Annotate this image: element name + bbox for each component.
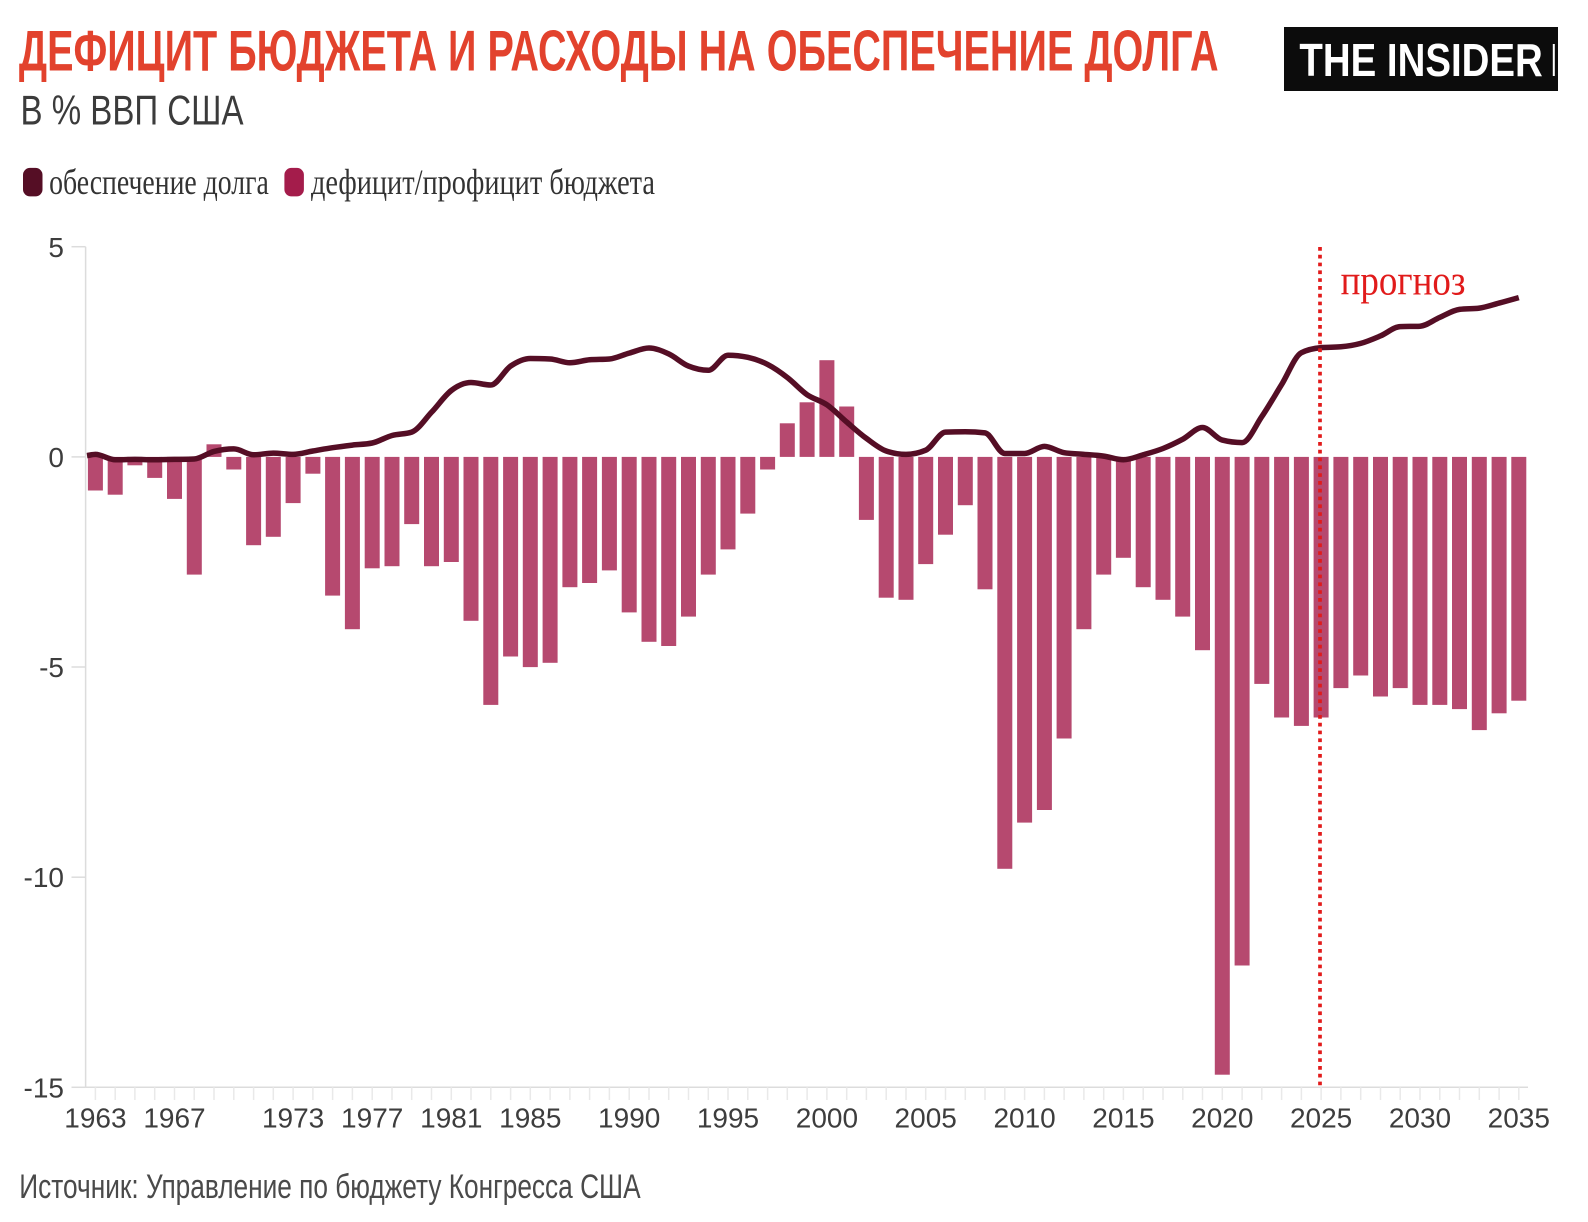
- svg-text:1985: 1985: [499, 1102, 561, 1133]
- svg-text:1977: 1977: [341, 1102, 403, 1133]
- svg-text:THE INSIDER: THE INSIDER: [1299, 34, 1542, 86]
- svg-text:-10: -10: [24, 862, 64, 893]
- svg-text:1995: 1995: [697, 1102, 759, 1133]
- svg-text:1981: 1981: [420, 1102, 482, 1133]
- svg-text:1990: 1990: [598, 1102, 660, 1133]
- svg-text:1963: 1963: [64, 1102, 126, 1133]
- svg-text:-5: -5: [39, 652, 64, 683]
- svg-text:2030: 2030: [1389, 1102, 1451, 1133]
- svg-text:-15: -15: [24, 1072, 64, 1103]
- svg-text:2000: 2000: [796, 1102, 858, 1133]
- svg-text:Источник: Управление по бюджет: Источник: Управление по бюджету Конгресс…: [19, 1168, 641, 1206]
- svg-text:прогноз: прогноз: [1341, 258, 1466, 304]
- svg-text:В % ВВП США: В % ВВП США: [21, 87, 244, 134]
- svg-text:обеспечение долга: обеспечение долга: [49, 162, 269, 202]
- svg-text:5: 5: [48, 232, 64, 263]
- svg-text:0: 0: [48, 442, 64, 473]
- svg-text:дефицит/профицит бюджета: дефицит/профицит бюджета: [311, 162, 655, 202]
- svg-text:1973: 1973: [262, 1102, 324, 1133]
- svg-text:2025: 2025: [1290, 1102, 1352, 1133]
- svg-text:2005: 2005: [895, 1102, 957, 1133]
- svg-text:2015: 2015: [1092, 1102, 1154, 1133]
- svg-text:ДЕФИЦИТ БЮДЖЕТА И РАСХОДЫ НА О: ДЕФИЦИТ БЮДЖЕТА И РАСХОДЫ НА ОБЕСПЕЧЕНИЕ…: [19, 20, 1219, 84]
- svg-text:2010: 2010: [993, 1102, 1055, 1133]
- svg-text:2035: 2035: [1488, 1102, 1550, 1133]
- svg-text:2020: 2020: [1191, 1102, 1253, 1133]
- svg-text:1967: 1967: [143, 1102, 205, 1133]
